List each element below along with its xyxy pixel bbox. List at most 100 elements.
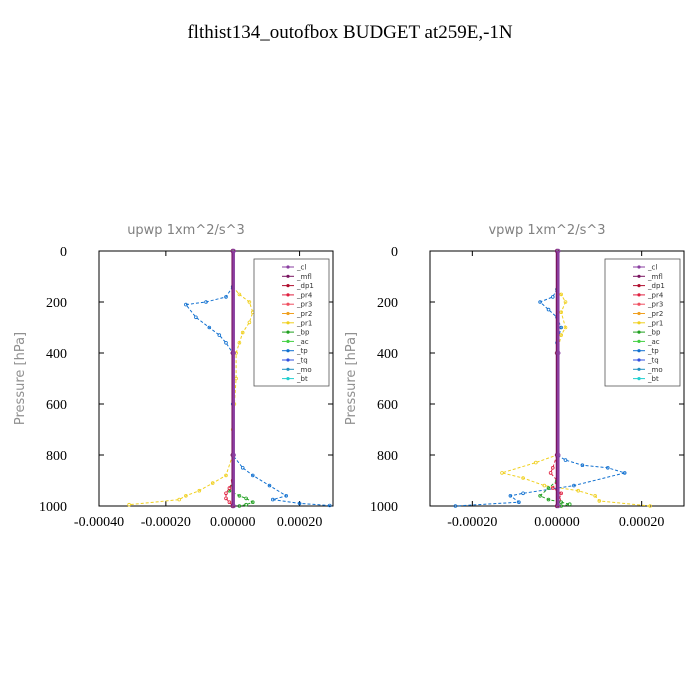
- series-point: [251, 473, 255, 478]
- series-point: [224, 295, 228, 299]
- y-tick-label: 200: [46, 296, 67, 311]
- y-tick-label: 800: [377, 449, 398, 464]
- series-point: [194, 315, 198, 320]
- legend-marker: [637, 339, 641, 343]
- legend-marker: [637, 311, 641, 316]
- y-tick-label: 400: [46, 347, 67, 362]
- series-point: [605, 465, 610, 470]
- legend-marker: [637, 377, 641, 381]
- legend-label: _tq: [296, 357, 308, 365]
- y-tick-label: 600: [46, 398, 67, 413]
- x-tick-label: -0.00040: [74, 515, 124, 530]
- series-point: [267, 483, 272, 488]
- legend-marker: [637, 367, 641, 371]
- y-axis-label: Pressure [hPa]: [344, 332, 359, 425]
- legend-marker: [286, 358, 290, 362]
- legend-label: _pr4: [647, 291, 664, 299]
- series-point: [559, 333, 563, 337]
- legend-label: _dp1: [647, 282, 665, 290]
- legend-label: _bt: [296, 375, 308, 383]
- series-point: [453, 504, 458, 508]
- legend-marker: [286, 274, 290, 278]
- series-point: [240, 330, 245, 335]
- legend-label: _cl: [647, 264, 657, 272]
- series-point: [556, 452, 561, 458]
- legend-label: _pr1: [296, 319, 312, 327]
- legend-label: _pr3: [647, 301, 663, 309]
- legend-label: _bp: [296, 329, 310, 337]
- x-tick-label: 0.00000: [210, 515, 256, 530]
- series-point: [231, 452, 236, 458]
- legend-marker: [637, 358, 641, 362]
- series-point: [284, 493, 289, 498]
- series-point: [177, 497, 182, 502]
- series-point: [217, 333, 222, 337]
- y-axis-label: Pressure [hPa]: [13, 332, 28, 425]
- legend-marker: [637, 330, 641, 334]
- series-point: [538, 493, 542, 498]
- series-point: [327, 503, 332, 508]
- series-point: [231, 350, 236, 356]
- series-point: [550, 295, 555, 299]
- series-point: [244, 496, 248, 501]
- series-point: [546, 307, 551, 312]
- series-point: [559, 500, 563, 505]
- legend-marker: [286, 302, 290, 306]
- series-point: [648, 504, 652, 508]
- series-point: [567, 502, 572, 507]
- series-point: [521, 491, 525, 496]
- series-point: [224, 473, 228, 478]
- legend-label: _mo: [647, 366, 663, 374]
- legend-label: _dp1: [296, 282, 314, 290]
- series-point: [548, 471, 553, 475]
- series-point: [550, 465, 555, 470]
- legend-marker: [637, 293, 641, 297]
- series-point: [550, 486, 555, 490]
- series-point: [563, 458, 568, 462]
- series-point: [556, 503, 561, 509]
- series-point: [533, 460, 538, 465]
- series-point: [127, 502, 131, 507]
- series-point: [521, 476, 525, 480]
- series-point: [593, 493, 597, 498]
- series-point: [559, 310, 563, 315]
- legend-label: _mfl: [647, 273, 663, 281]
- plot-frame: [98, 250, 334, 507]
- series-point: [184, 493, 188, 498]
- chart-1: upwp 1xm^2/s^3 Pressure [hPa] 0 200 400 600 80…: [13, 223, 334, 530]
- legend-label: _tp: [647, 347, 659, 355]
- y-tick-label: 600: [377, 398, 398, 413]
- legend-marker: [286, 339, 290, 343]
- series-point: [559, 325, 563, 330]
- series-point: [546, 497, 551, 502]
- legend-label: _pr3: [296, 301, 312, 309]
- y-tick-label: 0: [60, 245, 67, 260]
- chart-title: vpwp 1xm^2/s^3: [488, 223, 605, 238]
- legend-label: _ac: [296, 338, 309, 346]
- series-point: [237, 340, 242, 345]
- page-title: flthist134_outofbox BUDGET at259E,-1N: [187, 22, 513, 43]
- series-point: [517, 500, 521, 505]
- y-tick-label: 1000: [39, 500, 67, 515]
- legend-marker: [286, 284, 290, 288]
- x-tick-label: 0.00000: [534, 515, 580, 530]
- series-point: [542, 483, 547, 488]
- series-point: [576, 488, 580, 493]
- legend-marker: [637, 265, 641, 269]
- series-point: [556, 350, 561, 356]
- legend-label: _pr1: [647, 319, 663, 327]
- legend-marker: [286, 349, 290, 353]
- series-point: [270, 497, 275, 502]
- series-point: [559, 292, 563, 297]
- legend-label: _mo: [296, 366, 312, 374]
- legend-marker: [637, 284, 641, 288]
- series-point: [237, 504, 242, 508]
- series-point: [247, 300, 252, 304]
- series-point: [207, 325, 212, 330]
- series-point: [508, 493, 513, 498]
- series-point: [231, 503, 236, 509]
- series-point: [556, 248, 561, 254]
- x-tick-label: 0.00020: [619, 515, 665, 530]
- series-point: [224, 491, 228, 496]
- legend-marker: [286, 311, 290, 316]
